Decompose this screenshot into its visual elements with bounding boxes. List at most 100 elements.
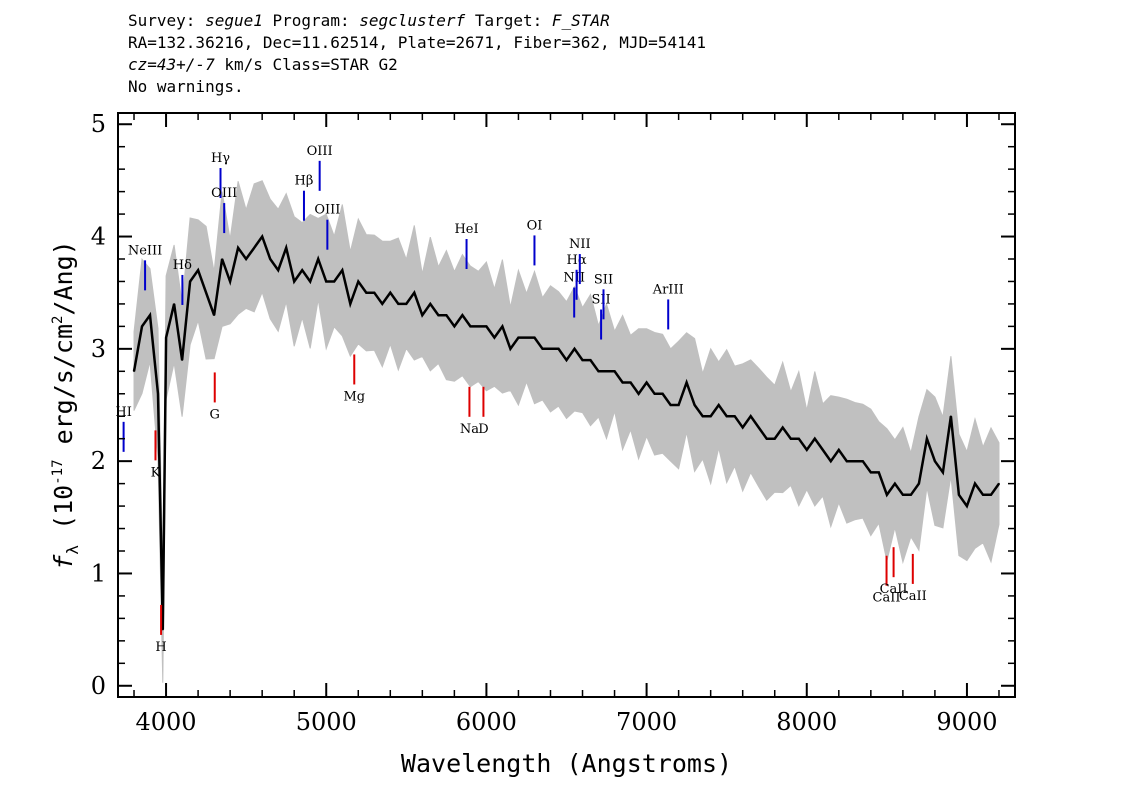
header-line-1: Survey: segue1 Program: segclusterf Targ… xyxy=(128,10,706,32)
flux-point xyxy=(942,471,944,474)
flux-point xyxy=(709,415,712,418)
flux-point xyxy=(669,404,672,406)
flux-point xyxy=(373,291,376,294)
y-tick-label: 5 xyxy=(91,110,106,138)
flux-point xyxy=(934,460,936,463)
flux-point xyxy=(621,381,624,384)
emission-line-label: Hα xyxy=(567,253,587,268)
program-value: segclusterf xyxy=(359,11,466,30)
flux-point xyxy=(765,437,768,440)
flux-point xyxy=(749,415,752,418)
flux-point xyxy=(162,628,164,631)
flux-point xyxy=(157,393,159,395)
flux-point xyxy=(573,348,576,350)
flux-point xyxy=(830,460,832,463)
x-tick-label: 4000 xyxy=(136,708,197,736)
flux-point xyxy=(405,303,408,305)
flux-point xyxy=(189,280,191,283)
absorption-line-label: Na xyxy=(460,422,479,437)
flux-point xyxy=(149,314,151,317)
flux-point xyxy=(629,381,632,384)
flux-point xyxy=(501,325,504,328)
flux-point xyxy=(846,460,848,463)
flux-point xyxy=(341,269,344,272)
flux-point xyxy=(541,348,544,350)
flux-point xyxy=(581,359,584,361)
absorption-line-label: CaII xyxy=(899,589,927,604)
flux-point xyxy=(878,471,880,474)
emission-line-label: HeI xyxy=(454,222,478,237)
flux-point xyxy=(773,437,776,440)
absorption-line-label: CaII xyxy=(873,591,901,606)
flux-point xyxy=(437,314,440,317)
flux-point xyxy=(741,426,744,429)
flux-point xyxy=(918,482,920,485)
absorption-line-label: H xyxy=(155,640,166,655)
absorption-line-label: Mg xyxy=(343,389,365,404)
emission-line-label: NII xyxy=(563,271,585,286)
flux-point xyxy=(181,359,183,361)
flux-point xyxy=(982,494,984,496)
y-tick-label: 4 xyxy=(91,223,106,251)
flux-point xyxy=(645,381,648,384)
absorption-line-label: K xyxy=(151,465,161,480)
flux-point xyxy=(133,370,135,373)
ylabel-mid: (10 xyxy=(49,485,78,545)
flux-point xyxy=(613,370,616,373)
flux-point xyxy=(445,314,448,317)
ylabel-sq: 2 xyxy=(50,316,66,324)
program-label: Program: xyxy=(272,11,350,30)
flux-point xyxy=(974,482,976,485)
class-text: km/s Class=STAR G2 xyxy=(214,55,398,74)
flux-point xyxy=(333,280,336,283)
target-label: Target: xyxy=(474,11,543,30)
flux-point xyxy=(822,449,824,451)
flux-point xyxy=(910,494,912,496)
flux-point xyxy=(525,336,528,339)
flux-point xyxy=(589,359,592,361)
flux-point xyxy=(902,494,904,496)
emission-line-label: NeIII xyxy=(128,243,162,258)
flux-point xyxy=(950,415,952,418)
flux-point xyxy=(221,258,223,260)
flux-point xyxy=(253,247,255,249)
absorption-line-label: D xyxy=(478,422,488,437)
flux-point xyxy=(229,280,231,283)
cz-value: cz=43+/-7 xyxy=(128,55,215,74)
emission-line-label: OIII xyxy=(307,144,333,159)
flux-point xyxy=(285,247,288,249)
flux-point xyxy=(461,314,464,317)
spectrum-header: Survey: segue1 Program: segclusterf Targ… xyxy=(128,10,706,98)
flux-point xyxy=(661,393,664,395)
ylabel-units: erg/s/cm xyxy=(49,324,78,459)
header-line-2: RA=132.36216, Dec=11.62514, Plate=2671, … xyxy=(128,33,706,52)
flux-point xyxy=(549,348,552,350)
x-tick-label: 7000 xyxy=(616,708,677,736)
flux-point xyxy=(413,291,416,294)
flux-point xyxy=(213,314,215,317)
flux-point xyxy=(205,291,207,294)
flux-point xyxy=(165,336,167,339)
flux-point xyxy=(301,269,304,272)
ylabel-exp: -17 xyxy=(50,459,66,484)
flux-point xyxy=(677,404,680,406)
flux-point xyxy=(237,247,239,249)
y-tick-label: 3 xyxy=(91,335,106,363)
flux-point xyxy=(781,426,784,429)
flux-point xyxy=(862,460,864,463)
survey-value: segue1 xyxy=(205,11,263,30)
x-axis-label: Wavelength (Angstroms) xyxy=(401,749,732,778)
flux-point xyxy=(389,291,392,294)
flux-point xyxy=(325,280,328,283)
flux-point xyxy=(966,505,968,507)
absorption-line-label: CaII xyxy=(880,582,908,597)
flux-point xyxy=(357,280,360,283)
absorption-line-label: G xyxy=(210,407,220,422)
flux-point xyxy=(317,258,320,260)
header-line-4: No warnings. xyxy=(128,77,244,96)
flux-point xyxy=(798,437,800,440)
x-tick-label: 5000 xyxy=(296,708,357,736)
flux-point xyxy=(533,336,536,339)
emission-line-label: OI xyxy=(527,218,543,233)
